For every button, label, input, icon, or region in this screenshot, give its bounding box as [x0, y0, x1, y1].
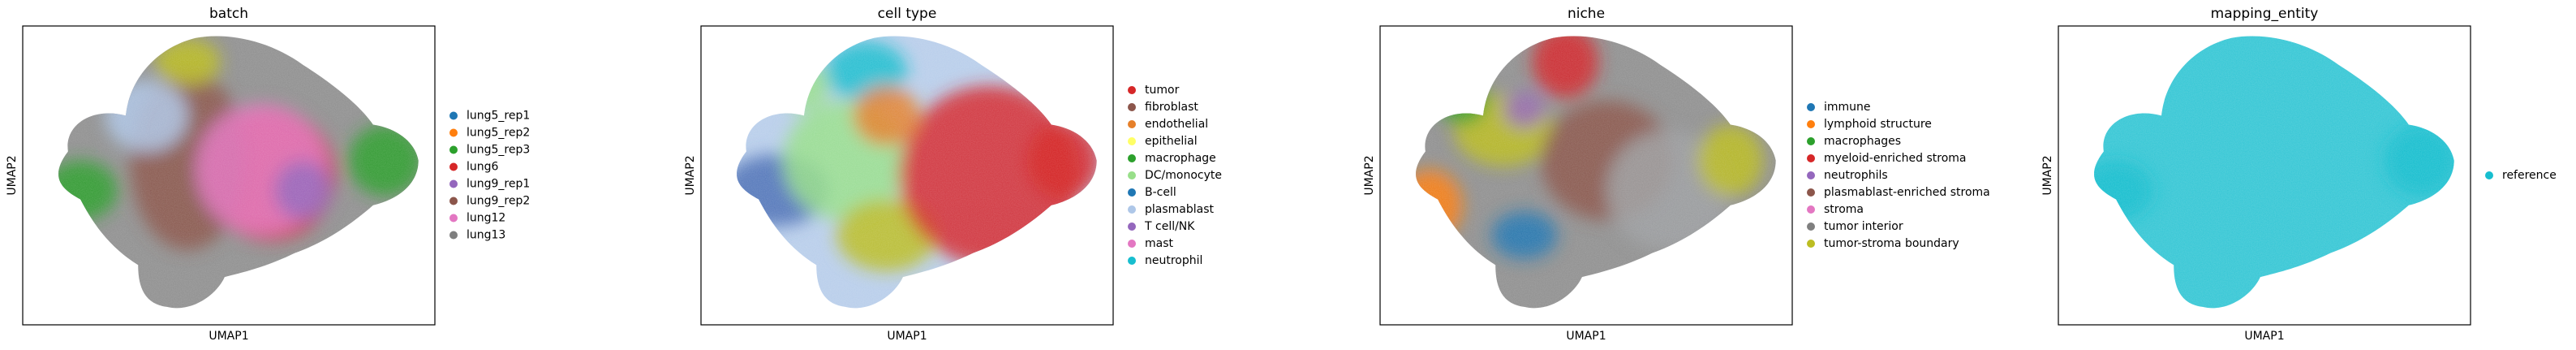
cloud-grain	[58, 36, 419, 309]
point-cloud	[737, 36, 1097, 309]
panel-title: niche	[1568, 6, 1605, 22]
axes-frame	[1379, 25, 1793, 326]
legend-marker	[1128, 120, 1136, 128]
legend-label: neutrophils	[1824, 169, 1888, 182]
legend: tumor fibroblast endothelial epithelial macr…	[1128, 84, 1222, 267]
y-axis-label: UMAP2	[6, 155, 19, 195]
legend-label: epithelial	[1145, 135, 1198, 148]
legend-label: T cell/NK	[1144, 220, 1195, 233]
point-cloud-clip	[2094, 36, 2454, 309]
legend-marker	[1807, 154, 1815, 162]
legend-marker	[449, 197, 458, 205]
umap-panel-3: niche UMAP1 UMAP2 immune lymphoid structure m…	[1363, 6, 1990, 343]
legend-marker	[1128, 223, 1136, 231]
cloud-grain	[2094, 36, 2454, 309]
legend-marker	[449, 162, 458, 171]
y-axis-label: UMAP2	[684, 155, 697, 195]
legend-marker	[1128, 257, 1136, 265]
legend-marker	[1807, 171, 1815, 179]
legend-label: tumor	[1145, 84, 1180, 97]
point-cloud-clip	[58, 36, 419, 309]
panel-title: cell type	[878, 6, 937, 22]
legend-marker	[1807, 205, 1815, 214]
point-cloud	[2094, 36, 2454, 309]
legend-marker	[449, 179, 458, 188]
legend-label: immune	[1824, 101, 1871, 114]
legend-label: fibroblast	[1145, 101, 1198, 114]
legend-label: lung5_rep1	[467, 110, 530, 123]
legend-label: tumor-stroma boundary	[1824, 237, 1959, 250]
legend-marker	[449, 231, 458, 240]
legend-label: neutrophil	[1145, 254, 1202, 267]
legend-label: macrophages	[1824, 135, 1901, 148]
legend-marker	[1807, 240, 1815, 248]
x-axis-label: UMAP1	[2244, 330, 2284, 343]
legend-label: lung6	[467, 161, 499, 174]
legend-marker	[1128, 171, 1136, 179]
cluster-layer	[737, 36, 1097, 309]
cluster-layer	[2094, 36, 2454, 309]
cloud-grain	[737, 36, 1097, 309]
legend-label: lung12	[467, 212, 505, 225]
legend-marker	[449, 111, 458, 120]
axes-frame	[2058, 25, 2471, 326]
legend-label: endothelial	[1145, 118, 1208, 131]
y-axis-label: UMAP2	[1363, 155, 1376, 195]
legend-label: macrophage	[1145, 152, 1216, 165]
legend-marker	[1128, 137, 1136, 145]
legend-label: DC/monocyte	[1145, 169, 1222, 182]
x-axis-label: UMAP1	[1566, 330, 1606, 343]
y-axis-label: UMAP2	[2041, 155, 2054, 195]
cloud-grain	[1416, 36, 1776, 309]
legend-label: lung9_rep1	[467, 178, 530, 191]
legend: immune lymphoid structure macrophages myelo…	[1807, 101, 1990, 250]
legend-marker	[1807, 188, 1815, 197]
legend-marker	[1128, 103, 1136, 111]
legend-marker	[1128, 154, 1136, 162]
point-cloud	[1416, 36, 1776, 309]
legend-label: B-cell	[1145, 186, 1176, 199]
point-cloud	[58, 36, 419, 309]
legend-label: myeloid-enriched stroma	[1824, 152, 1967, 165]
legend-marker	[1128, 188, 1136, 197]
legend-label: lung5_rep3	[467, 144, 530, 157]
legend-label: lung13	[467, 229, 505, 242]
umap-panel-1: batchUMAP1UMAP2lung5_rep1lung5_rep2lung5…	[6, 6, 530, 343]
legend-label: lymphoid structure	[1824, 118, 1932, 131]
legend-marker	[449, 128, 458, 137]
cluster-layer	[1416, 36, 1776, 309]
legend: reference	[2485, 169, 2557, 182]
cluster-layer	[58, 36, 419, 309]
panel-title: batch	[209, 6, 248, 22]
point-cloud-clip	[737, 36, 1097, 309]
legend-label: reference	[2502, 169, 2557, 182]
legend-marker	[1128, 86, 1136, 94]
x-axis-label: UMAP1	[209, 330, 248, 343]
panel-title: mapping_entity	[2211, 6, 2319, 22]
legend-marker	[1807, 120, 1815, 128]
legend-marker	[1128, 240, 1136, 248]
umap-panel-2: cell type UMAP1 UMAP2 tumor fibroblast endoth…	[684, 6, 1222, 343]
legend-marker	[1128, 205, 1136, 214]
legend-label: plasmablast	[1145, 203, 1215, 216]
umap-panel-4: mapping_entity UMAP1 UMAP2 reference	[2041, 6, 2557, 343]
legend-marker	[1807, 137, 1815, 145]
legend-marker	[2485, 171, 2493, 179]
legend-label: plasmablast-enriched stroma	[1824, 186, 1990, 199]
axes-frame	[700, 25, 1114, 326]
axes-frame	[22, 25, 436, 326]
x-axis-label: UMAP1	[887, 330, 927, 343]
legend-marker	[1807, 223, 1815, 231]
legend-label: stroma	[1824, 203, 1864, 216]
legend-marker	[449, 145, 458, 154]
point-cloud-clip	[1416, 36, 1776, 309]
legend-label: tumor interior	[1824, 220, 1903, 233]
legend-label: lung9_rep2	[467, 195, 530, 208]
legend: lung5_rep1 lung5_rep2 lung5_rep3 lung6 lung9…	[449, 110, 530, 242]
legend-label: mast	[1145, 237, 1174, 250]
legend-marker	[449, 214, 458, 223]
legend-label: lung5_rep2	[467, 127, 530, 140]
legend-marker	[1807, 103, 1815, 111]
